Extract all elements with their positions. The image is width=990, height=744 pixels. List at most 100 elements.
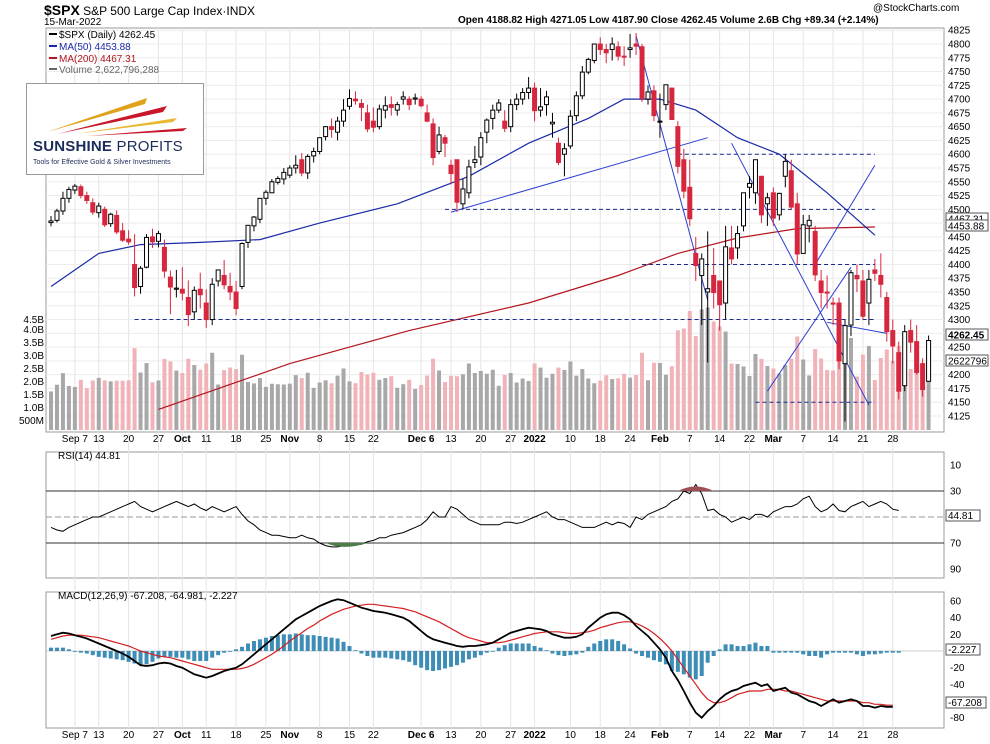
macd-histogram-bar bbox=[102, 651, 107, 658]
last-value-label: 4262.45 bbox=[948, 331, 985, 342]
candle-body bbox=[872, 269, 878, 274]
candle-body bbox=[723, 246, 729, 304]
candle-body bbox=[752, 159, 758, 194]
macd-tick-label: -40 bbox=[950, 680, 965, 691]
candle-body bbox=[358, 103, 364, 108]
candle-body bbox=[490, 109, 496, 119]
volume-bar bbox=[114, 380, 119, 430]
candle-body bbox=[699, 258, 705, 276]
candle-body bbox=[436, 134, 442, 152]
macd-histogram-bar bbox=[222, 651, 227, 653]
volume-bar bbox=[228, 367, 233, 430]
macd-histogram-bar bbox=[299, 634, 304, 651]
macd-histogram-bar bbox=[651, 651, 656, 661]
candle-body bbox=[920, 363, 926, 391]
volume-tick-label: 1.0B bbox=[23, 403, 44, 414]
macd-histogram-bar bbox=[783, 651, 788, 653]
volume-bar bbox=[126, 380, 131, 430]
volume-bar bbox=[825, 370, 830, 430]
macd-histogram-bar bbox=[275, 635, 280, 651]
candle-body bbox=[54, 210, 60, 221]
volume-bar bbox=[317, 382, 322, 430]
macd-histogram-bar bbox=[669, 651, 674, 671]
macd-histogram-bar bbox=[431, 651, 436, 671]
volume-bar bbox=[807, 375, 812, 430]
candle-body bbox=[179, 288, 185, 294]
volume-bar bbox=[580, 369, 585, 430]
macd-histogram-bar bbox=[508, 643, 513, 651]
candle-body bbox=[215, 269, 221, 282]
candle-body bbox=[233, 291, 239, 310]
candle-body bbox=[508, 104, 514, 128]
volume-bar bbox=[819, 358, 824, 430]
x-tick-label-top: 13 bbox=[93, 434, 105, 445]
volume-bar bbox=[156, 380, 161, 430]
volume-bar bbox=[329, 383, 334, 430]
candle-body bbox=[72, 185, 78, 191]
macd-histogram-bar bbox=[711, 651, 716, 656]
macd-histogram-bar bbox=[657, 651, 662, 662]
price-tick-label: 4125 bbox=[948, 412, 971, 423]
x-tick-label-top: 22 bbox=[744, 434, 756, 445]
candle-body bbox=[149, 236, 155, 243]
volume-bar bbox=[628, 377, 633, 430]
macd-histogram-bar bbox=[538, 647, 543, 651]
macd-histogram-bar bbox=[198, 651, 203, 661]
macd-last-label: -67.208 bbox=[948, 698, 982, 709]
volume-bar bbox=[281, 384, 286, 430]
x-tick-label-bottom: 8 bbox=[317, 730, 323, 741]
candle-body bbox=[161, 246, 167, 272]
trend-line bbox=[814, 164, 876, 265]
price-tick-label: 4750 bbox=[948, 67, 971, 78]
candle-body bbox=[293, 164, 299, 169]
price-tick-label: 4350 bbox=[948, 288, 971, 299]
candle-body bbox=[167, 276, 173, 288]
candle-body bbox=[275, 177, 281, 183]
trend-line bbox=[731, 142, 870, 406]
macd-histogram-bar bbox=[604, 639, 609, 651]
volume-bar bbox=[120, 380, 125, 430]
volume-tick-label: 500M bbox=[19, 416, 44, 427]
candle-body bbox=[448, 164, 454, 175]
candle-body bbox=[48, 220, 54, 224]
x-tick-label-top: 20 bbox=[123, 434, 135, 445]
candle-body bbox=[579, 71, 585, 97]
candle-body bbox=[120, 230, 126, 241]
volume-bar bbox=[257, 378, 262, 430]
macd-histogram-bar bbox=[395, 651, 400, 660]
macd-histogram-bar bbox=[293, 633, 298, 651]
volume-bar bbox=[568, 361, 573, 430]
macd-histogram-bar bbox=[228, 651, 233, 652]
macd-histogram-bar bbox=[872, 651, 877, 655]
volume-bar bbox=[377, 379, 382, 430]
volume-bar bbox=[926, 357, 931, 430]
candle-body bbox=[251, 216, 257, 227]
volume-tick-label: 3.0B bbox=[23, 351, 44, 362]
candle-body bbox=[317, 137, 323, 152]
price-tick-label: 4550 bbox=[948, 177, 971, 188]
candle-body bbox=[645, 91, 651, 100]
candle-body bbox=[878, 274, 884, 285]
macd-histogram-bar bbox=[377, 651, 382, 658]
price-tick-label: 4425 bbox=[948, 246, 971, 257]
volume-bar bbox=[687, 311, 692, 430]
x-tick-label-top: 7 bbox=[800, 434, 806, 445]
volume-bar bbox=[389, 376, 394, 430]
volume-bar bbox=[789, 358, 794, 430]
macd-histogram-bar bbox=[72, 651, 77, 652]
macd-histogram-bar bbox=[729, 644, 734, 651]
volume-bar bbox=[305, 372, 310, 430]
macd-histogram-bar bbox=[216, 651, 221, 656]
x-tick-label-bottom: 13 bbox=[445, 730, 457, 741]
volume-bar bbox=[168, 361, 173, 430]
macd-histogram-bar bbox=[257, 639, 262, 651]
x-tick-label-top: 14 bbox=[828, 434, 840, 445]
x-tick-label-bottom: Dec 6 bbox=[408, 730, 435, 741]
price-tick-label: 4625 bbox=[948, 136, 971, 147]
macd-histogram-bar bbox=[466, 651, 471, 660]
volume-bar bbox=[407, 379, 412, 430]
candle-body bbox=[741, 192, 747, 227]
x-tick-label-bottom: 10 bbox=[565, 730, 577, 741]
volume-bar bbox=[138, 372, 143, 430]
